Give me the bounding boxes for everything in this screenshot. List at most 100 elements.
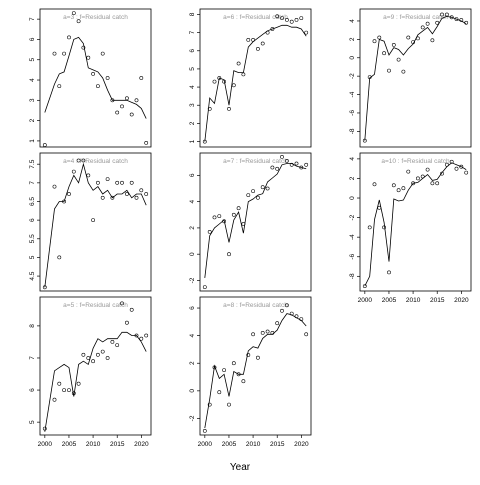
data-point (401, 186, 406, 191)
data-point (425, 167, 430, 172)
data-point (110, 195, 115, 200)
data-point (406, 35, 411, 40)
data-point (251, 189, 256, 194)
data-point (212, 79, 217, 84)
data-point (391, 43, 396, 47)
y-tick-label: 5.5 (29, 234, 36, 243)
data-point (454, 166, 459, 171)
data-point (81, 352, 86, 357)
data-point (227, 252, 231, 257)
data-point (265, 329, 270, 334)
data-point (251, 332, 256, 337)
data-point (110, 98, 115, 103)
panel-title: a=4 : f=Residual catch (63, 158, 128, 165)
data-point (367, 225, 372, 230)
data-point (246, 38, 251, 42)
x-tick-label: 2000 (38, 441, 53, 448)
data-point (86, 55, 91, 60)
y-tick-label: 3 (29, 98, 36, 102)
data-point (57, 84, 62, 89)
data-point (52, 51, 57, 56)
data-point (67, 35, 71, 40)
data-point (207, 402, 212, 407)
facet-panel: a=4 : f=Residual catch 4.5 5 5.5 6 6.5 7 7.5 (29, 152, 152, 292)
facet-panel: a=5 : f=Residual catch 5 6 7 8 2000 2005 2010 20… (29, 296, 152, 448)
panel-frame (199, 152, 312, 292)
data-point (454, 17, 459, 22)
data-point (415, 36, 420, 41)
x-axis-title: Year (230, 462, 251, 473)
data-point (387, 270, 391, 275)
data-point (76, 158, 81, 163)
data-point (129, 180, 134, 185)
y-tick-label: 5 (29, 58, 36, 62)
data-point (100, 349, 105, 354)
data-point (57, 381, 62, 386)
data-point (246, 353, 251, 357)
data-point (401, 69, 406, 74)
data-point (425, 21, 430, 26)
x-tick-label: 2005 (382, 297, 397, 304)
data-point (449, 15, 454, 20)
data-point (260, 185, 265, 190)
data-point (231, 212, 236, 217)
data-point (415, 176, 420, 181)
data-point (236, 61, 241, 66)
data-point (411, 40, 416, 45)
y-tick-label: 6 (29, 218, 36, 222)
data-point (227, 402, 231, 407)
panel-title: a=5 : f=Residual catch (63, 302, 128, 309)
data-point (217, 390, 222, 395)
y-tick-label: 2 (189, 226, 196, 230)
x-tick-label: 2005 (222, 441, 237, 448)
data-point (207, 107, 212, 111)
data-point (289, 311, 294, 316)
y-tick-label: 6 (29, 388, 36, 392)
data-point (391, 183, 396, 188)
data-point (435, 181, 440, 186)
data-point (377, 205, 382, 210)
data-point (280, 16, 284, 21)
data-point (372, 39, 377, 44)
data-point (134, 333, 139, 338)
data-point (275, 14, 280, 19)
x-tick-label: 2000 (198, 441, 213, 448)
y-tick-label: 7 (189, 30, 196, 34)
data-point (134, 195, 139, 200)
data-point (294, 314, 299, 319)
data-point (289, 19, 294, 24)
data-point (129, 112, 134, 117)
data-point (115, 110, 120, 115)
data-point (91, 218, 96, 223)
data-point (222, 219, 227, 224)
y-tick-label: 0 (189, 389, 196, 393)
y-tick-label: -8 (349, 128, 356, 134)
data-point (212, 365, 217, 370)
data-point (120, 104, 124, 109)
data-point (212, 215, 217, 220)
facet-panel: a=7 : f=Residual catch -2 0 2 4 6 (189, 152, 312, 292)
data-point (125, 96, 129, 101)
y-tick-label: 8 (29, 324, 36, 328)
x-tick-label: 2020 (454, 297, 469, 304)
data-point (406, 169, 411, 174)
panel-frame (39, 152, 152, 292)
data-point (440, 12, 444, 17)
data-point (217, 214, 222, 219)
data-point (459, 18, 464, 22)
data-point (139, 76, 144, 80)
data-point (71, 391, 76, 396)
fitted-line (364, 162, 467, 287)
data-point (110, 339, 115, 344)
data-point (464, 20, 469, 25)
data-point (86, 173, 91, 178)
data-point (275, 166, 280, 171)
y-tick-label: -2 (349, 73, 356, 79)
y-tick-label: 4 (189, 333, 196, 337)
data-point (202, 139, 207, 144)
x-tick-label: 2010 (86, 441, 101, 448)
y-tick-label: -2 (189, 415, 196, 421)
y-tick-label: 7 (29, 17, 36, 21)
data-point (435, 20, 440, 25)
y-tick-label: 5 (29, 255, 36, 259)
